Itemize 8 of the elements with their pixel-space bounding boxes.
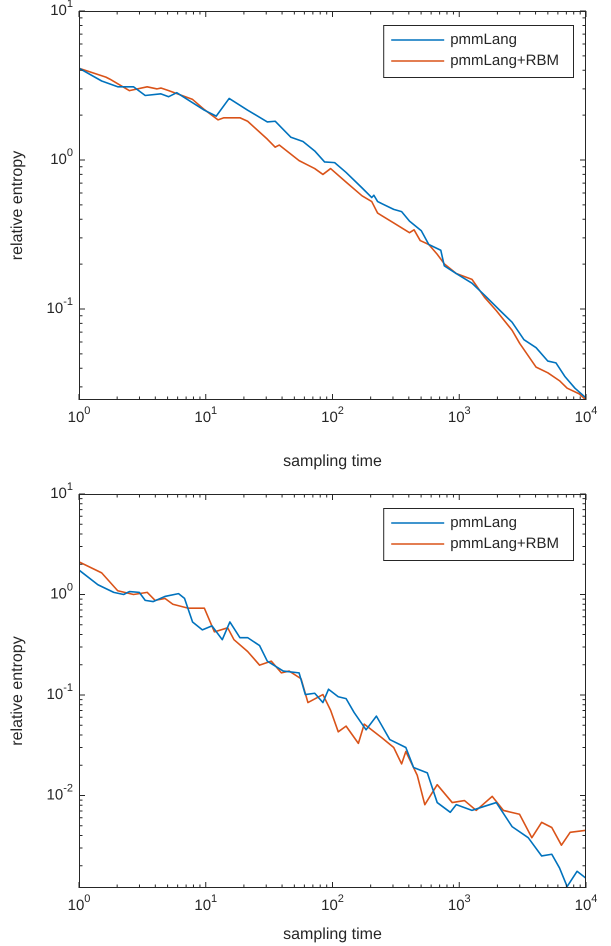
legend-label: pmmLang+RBM [450, 535, 560, 552]
y-axis-title: relative entropy [9, 150, 26, 260]
legend-label: pmmLang [450, 514, 517, 532]
legend-label: pmmLang+RBM [450, 52, 560, 70]
legend-label: pmmLang [450, 31, 517, 48]
y-axis-title: relative entropy [9, 636, 26, 746]
x-axis-title: sampling time [283, 926, 382, 943]
x-axis-title: sampling time [283, 452, 382, 470]
